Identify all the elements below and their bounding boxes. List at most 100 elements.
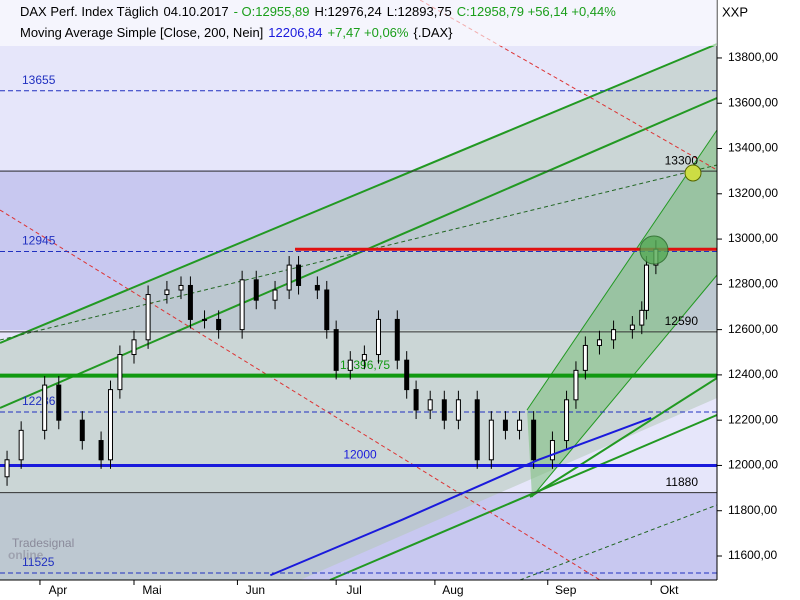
y-tick-label: 13800,00 — [728, 50, 778, 64]
candle-body — [202, 318, 208, 321]
candle-body — [286, 264, 292, 291]
candle-body — [4, 459, 10, 478]
y-tick-label: 13600,00 — [728, 95, 778, 109]
candle-body — [187, 284, 193, 320]
x-tick-label: Sep — [555, 583, 577, 597]
watermark: online — [8, 548, 44, 562]
candle-body — [639, 309, 645, 326]
y-tick-label: 13400,00 — [728, 141, 778, 155]
candle-body — [178, 284, 184, 291]
candle-body — [117, 354, 123, 391]
watermark: Tradesignal — [12, 536, 74, 550]
candle-body — [272, 289, 278, 301]
x-tick-label: Jun — [246, 583, 265, 597]
x-tick-label: Apr — [49, 583, 68, 597]
candle-body — [56, 384, 62, 421]
moving-average — [269, 416, 652, 577]
x-tick-label: Okt — [660, 583, 679, 597]
header-background — [0, 0, 717, 46]
candle-body — [216, 318, 222, 331]
candle-body — [375, 318, 381, 356]
candle-body — [18, 429, 24, 461]
header-part: DAX Perf. Index Täglich — [20, 4, 159, 19]
y-tick-label: 12600,00 — [728, 322, 778, 336]
steep-channel — [527, 130, 717, 497]
x-tick-label: Jul — [346, 583, 361, 597]
candle-body — [253, 279, 259, 301]
y-tick-label: 13200,00 — [728, 186, 778, 200]
header-part: H:12976,24 — [314, 4, 381, 19]
x-tick-label: Mai — [142, 583, 161, 597]
level-label: 12000 — [343, 448, 377, 462]
candle-body — [611, 329, 617, 341]
candle-body — [296, 264, 302, 286]
currency: XXP — [722, 4, 748, 19]
trend-line — [0, 43, 718, 344]
header-part: - O:12955,89 — [234, 4, 310, 19]
indicator-part: Moving Average Simple [Close, 200, Nein] — [20, 25, 263, 40]
indicator-header: Moving Average Simple [Close, 200, Nein]… — [20, 25, 453, 40]
candle-body — [413, 389, 419, 411]
y-tick-label: 12000,00 — [728, 458, 778, 472]
header-part: L:12893,75 — [387, 4, 452, 19]
trend-line — [329, 414, 718, 581]
candle-body — [488, 419, 494, 461]
level-label: 13655 — [22, 73, 56, 87]
candle-body — [582, 344, 588, 371]
candle-body — [164, 289, 170, 296]
candle-body — [107, 389, 113, 461]
candle-body — [531, 419, 537, 461]
candle-body — [324, 289, 330, 331]
candle-body — [361, 354, 367, 361]
candle-body — [441, 399, 447, 421]
trend-line — [531, 274, 718, 498]
candle-body — [427, 399, 433, 411]
candle-body — [239, 279, 245, 331]
candle-body — [549, 440, 555, 461]
y-tick-label: 12200,00 — [728, 412, 778, 426]
header-part: 04.10.2017 — [164, 4, 229, 19]
candle-body — [643, 264, 649, 311]
candle-body — [404, 359, 410, 391]
candle-body — [502, 419, 508, 431]
header-part: C:12958,79 +56,14 +0,44% — [457, 4, 616, 19]
marker — [684, 164, 702, 182]
y-tick-label: 11800,00 — [728, 503, 777, 517]
level-label: 12590 — [665, 314, 699, 328]
candle-body — [455, 399, 461, 421]
candle-body — [596, 339, 602, 346]
candle-body — [629, 324, 635, 331]
y-tick-label: 11600,00 — [728, 548, 777, 562]
level-label: 11525 — [22, 555, 55, 569]
level-label: 13300 — [665, 153, 699, 167]
x-axis-area — [0, 580, 717, 600]
y-tick-label: 12400,00 — [728, 367, 778, 381]
level-label: 11880 — [666, 475, 699, 489]
candle-body — [79, 419, 85, 442]
level-label: 12945 — [22, 234, 56, 248]
red-dashed-line — [0, 209, 601, 581]
trend-line — [529, 377, 718, 498]
candle-body — [347, 359, 353, 371]
header: DAX Perf. Index Täglich 04.10.2017 - O:129… — [20, 4, 616, 19]
y-axis-area — [717, 0, 800, 600]
y-tick-label: 13000,00 — [728, 231, 778, 245]
y-tick-label: 12800,00 — [728, 277, 778, 291]
candle-body — [131, 339, 137, 356]
indicator-part: {.DAX} — [413, 25, 453, 40]
indicator-part: +7,47 +0,06% — [328, 25, 409, 40]
candle-body — [98, 440, 104, 461]
candle-body — [42, 384, 48, 431]
candle-body — [394, 318, 400, 361]
candle-body — [564, 399, 570, 442]
candle-body — [145, 294, 151, 341]
indicator-part: 12206,84 — [268, 25, 322, 40]
median-line — [519, 504, 718, 581]
candle-body — [474, 399, 480, 461]
level-label: 12236 — [22, 394, 56, 408]
candle-body — [517, 419, 523, 431]
x-tick-label: Aug — [442, 583, 463, 597]
candle-body — [333, 329, 339, 371]
